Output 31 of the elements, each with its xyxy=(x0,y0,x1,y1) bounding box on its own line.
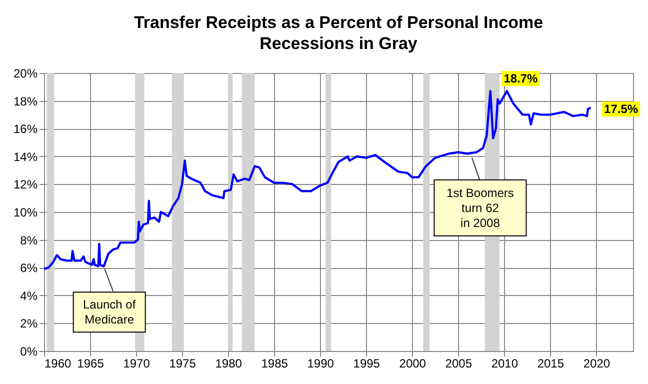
x-tick-label: 2015 xyxy=(537,356,564,370)
x-tick-label: 1985 xyxy=(261,356,288,370)
y-tick-label: 4% xyxy=(20,288,38,303)
annotation: 17.5% xyxy=(604,102,638,116)
y-tick-label: 0% xyxy=(20,344,38,358)
y-tick-label: 8% xyxy=(20,233,38,248)
y-tick-label: 10% xyxy=(13,206,38,220)
x-tick-label: 2020 xyxy=(583,356,610,370)
x-tick-label: 1960 xyxy=(44,356,72,370)
annotation: 1st Boomers turn 62 in 2008 xyxy=(446,186,514,230)
y-tick-label: 20% xyxy=(13,66,38,80)
y-tick-label: 6% xyxy=(20,261,38,276)
y-tick-label: 2% xyxy=(20,316,38,331)
x-tick-label: 1975 xyxy=(169,356,196,370)
x-tick-label: 1970 xyxy=(123,356,150,370)
chart-subtitle: Recessions in Gray xyxy=(260,34,418,53)
y-tick-label: 12% xyxy=(13,178,38,192)
x-tick-label: 2010 xyxy=(491,356,518,370)
x-tick-label: 2005 xyxy=(445,356,472,370)
chart-title: Transfer Receipts as a Percent of Personal Income xyxy=(134,13,544,32)
x-tick-label: 1980 xyxy=(215,356,242,370)
line-series xyxy=(42,90,592,270)
annotation: 18.7% xyxy=(504,72,538,86)
y-tick-label: 14% xyxy=(13,150,38,164)
x-tick-label: 2000 xyxy=(399,356,426,370)
x-tick-label: 1990 xyxy=(307,356,334,370)
x-tick-label: 1995 xyxy=(353,356,380,370)
annotation: Launch of Medicare xyxy=(82,298,136,327)
y-tick-label: 16% xyxy=(13,122,38,136)
y-tick-label: 18% xyxy=(13,94,38,108)
x-tick-label: 1965 xyxy=(77,356,104,370)
